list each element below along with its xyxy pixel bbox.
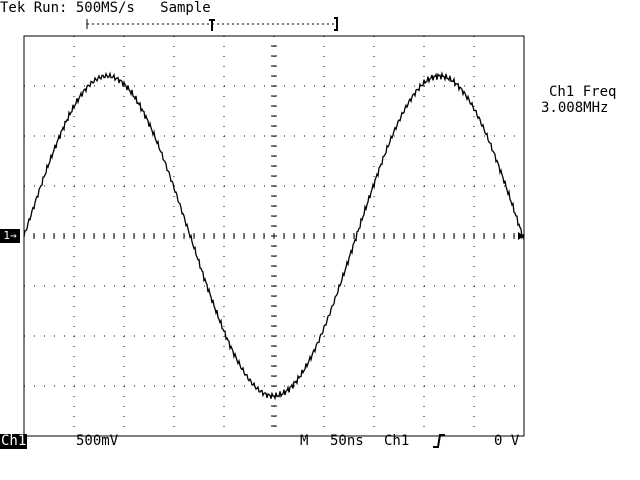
trigger-position-marker <box>209 19 215 31</box>
waveform-trace-group <box>23 70 525 401</box>
trigger-level: 0 V <box>494 433 520 449</box>
measurement-label: Ch1 Freq <box>549 84 617 100</box>
trigger-source: Ch1 <box>384 433 410 449</box>
record-bar-bracket-right <box>334 17 338 31</box>
measurement-value: 3.008MHz <box>541 100 609 116</box>
channel1-badge[interactable]: Ch1 <box>0 433 60 449</box>
timebase-mode: M <box>300 433 309 449</box>
channel1-badge-label: Ch1 <box>0 433 28 449</box>
rising-edge-icon <box>433 434 445 448</box>
vertical-scale: 500mV <box>76 433 119 449</box>
channel1-ground-marker[interactable]: 1→ <box>0 229 20 243</box>
trigger-level-arrow <box>518 232 524 240</box>
channel1-waveform <box>23 70 525 401</box>
timebase-value: 50ns <box>330 433 364 449</box>
graticule <box>23 35 525 437</box>
acquisition-status: Tek Run: 500MS/s Sample <box>0 0 211 16</box>
record-position-bar <box>86 17 338 31</box>
